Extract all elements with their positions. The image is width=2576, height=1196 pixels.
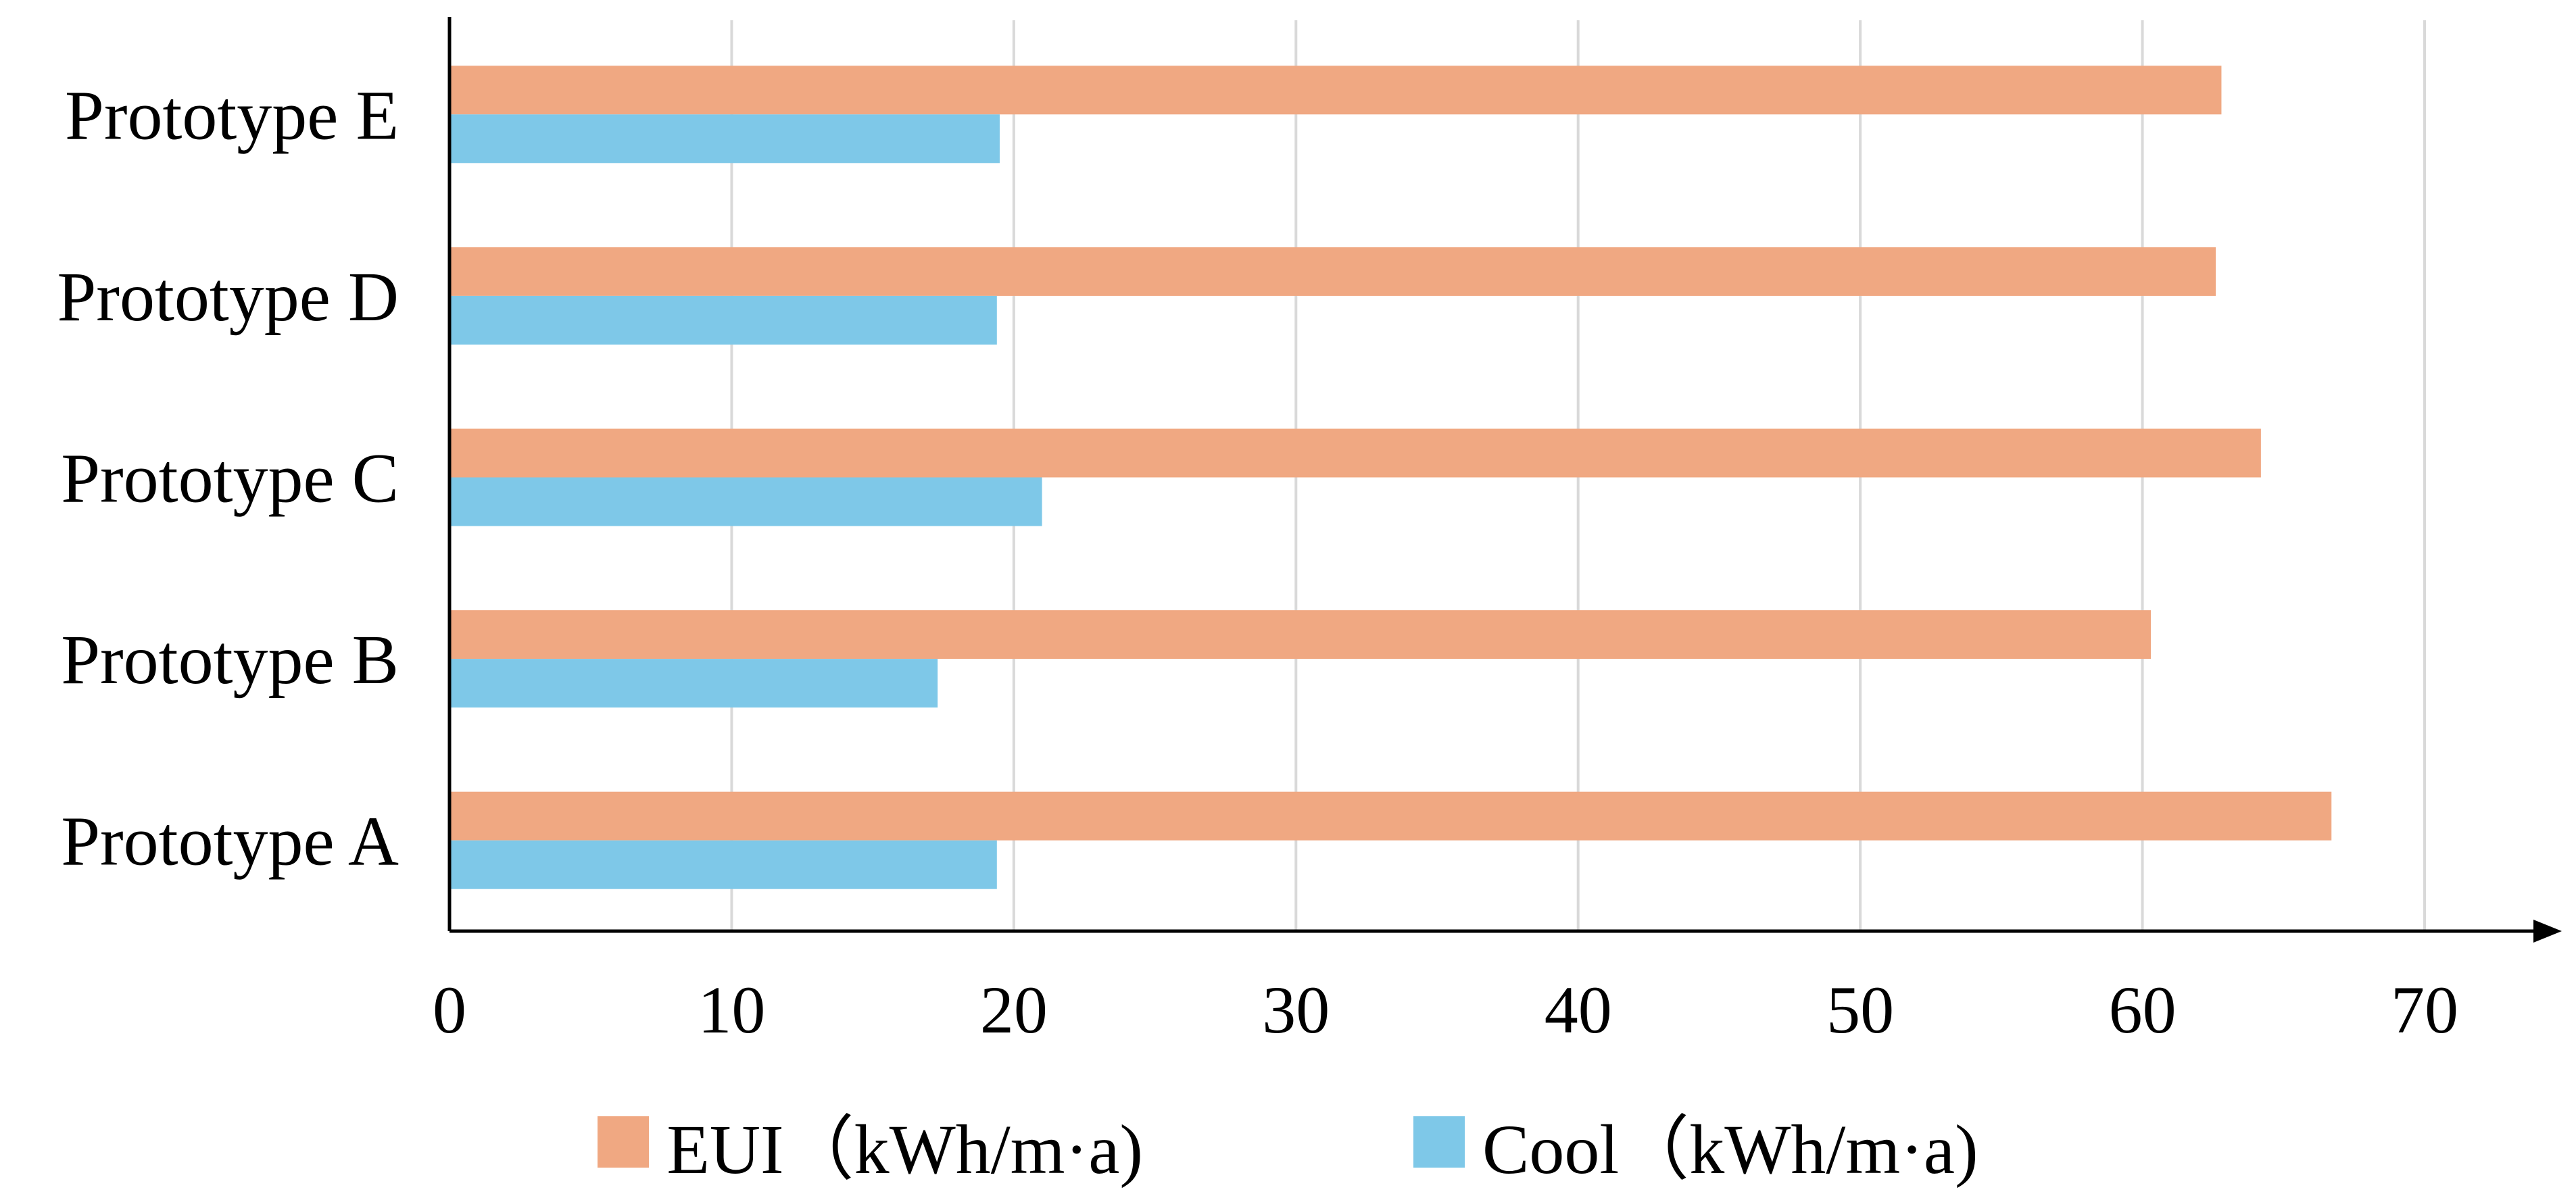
- category-label: Prototype D: [57, 258, 399, 336]
- legend: EUI（kWh/m·a) Cool（kWh/m·a): [0, 1088, 2576, 1196]
- category-label: Prototype A: [61, 803, 399, 880]
- bar-cool-prototype-a: [449, 840, 997, 889]
- category-labels: Prototype A Prototype B Prototype C Prototy…: [57, 76, 399, 880]
- category-label: Prototype B: [61, 621, 399, 699]
- legend-label-eui: EUI（kWh/m·a): [666, 1110, 1143, 1189]
- bar-eui-prototype-e: [449, 66, 2222, 115]
- bar-cool-prototype-b: [449, 659, 938, 708]
- bar-cool-prototype-d: [449, 295, 997, 345]
- x-axis-arrow: [2533, 920, 2562, 943]
- legend-swatch-cool: [1413, 1116, 1465, 1168]
- x-tick-label: 0: [433, 972, 466, 1047]
- legend-item-eui: EUI（kWh/m·a): [598, 1091, 1143, 1193]
- tick-labels: 0 10 20 30 40 50 60 70: [433, 972, 2458, 1047]
- category-label: Prototype E: [65, 76, 399, 154]
- x-tick-label: 10: [698, 972, 765, 1047]
- bar-eui-prototype-a: [449, 791, 2332, 841]
- bar-eui-prototype-b: [449, 610, 2152, 659]
- bars: [449, 66, 2332, 889]
- bar-eui-prototype-c: [449, 428, 2261, 478]
- bar-eui-prototype-d: [449, 247, 2216, 296]
- x-tick-label: 40: [1545, 972, 1612, 1047]
- bar-cool-prototype-e: [449, 114, 1000, 164]
- x-tick-label: 70: [2391, 972, 2458, 1047]
- legend-swatch-eui: [598, 1116, 650, 1168]
- x-tick-label: 50: [1826, 972, 1894, 1047]
- category-label: Prototype C: [61, 440, 399, 518]
- x-tick-label: 30: [1262, 972, 1330, 1047]
- axes: [447, 17, 2562, 943]
- x-tick-label: 20: [980, 972, 1048, 1047]
- legend-item-cool: Cool（kWh/m·a): [1413, 1091, 1978, 1193]
- bar-cool-prototype-c: [449, 477, 1042, 526]
- legend-label-cool: Cool（kWh/m·a): [1482, 1110, 1978, 1189]
- x-tick-label: 60: [2109, 972, 2177, 1047]
